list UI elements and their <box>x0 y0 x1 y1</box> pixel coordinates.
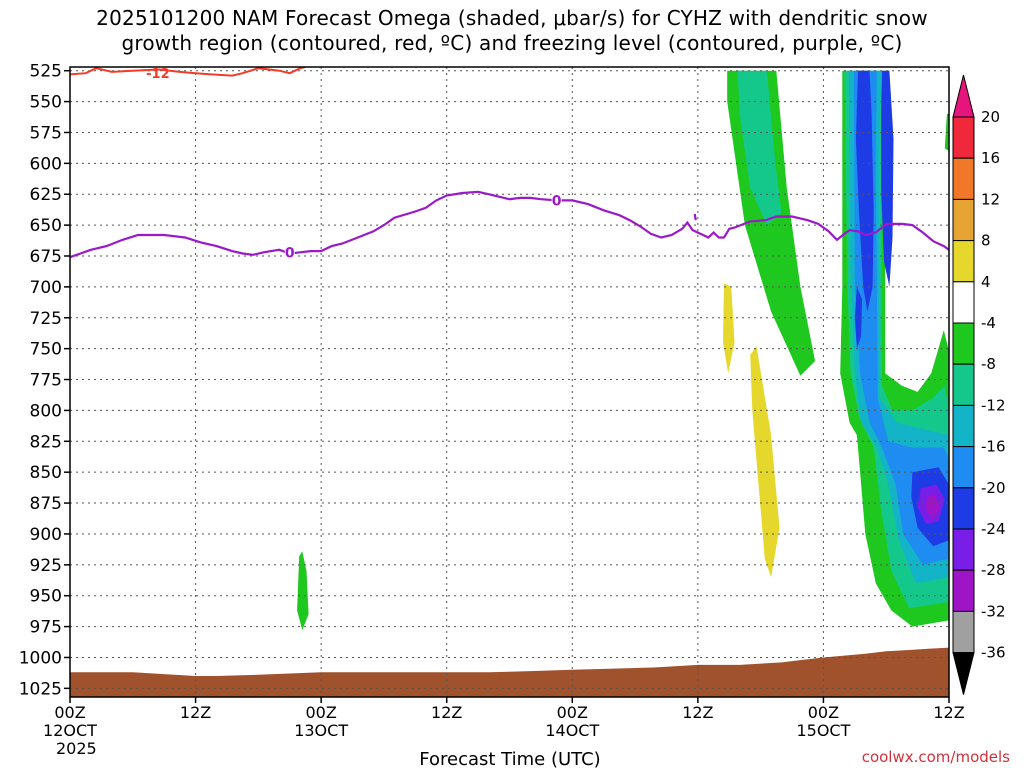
y-tick-label-1000: 1000 <box>19 648 62 668</box>
x-tick-date-48: 14OCT <box>545 721 599 740</box>
x-tick-label-0: 00Z <box>54 703 85 722</box>
y-tick-label-875: 875 <box>30 494 62 514</box>
omega-shading <box>297 70 949 631</box>
colorbar-band-6 <box>952 363 975 406</box>
credit-text: coolwx.com/models <box>862 748 1010 766</box>
omega-region-4 <box>297 551 309 631</box>
x-tick-label-60: 12Z <box>682 703 713 722</box>
y-tick-label-600: 600 <box>30 154 62 174</box>
x-axis-label: Forecast Time (UTC) <box>419 749 600 768</box>
x-tick-label-12: 12Z <box>180 703 211 722</box>
dgz-contour-label: -12 <box>146 67 170 82</box>
terrain-fill <box>70 647 949 697</box>
colorbar-band-10 <box>952 528 975 571</box>
x-tick-date-72: 15OCT <box>796 721 850 740</box>
colorbar-band-11 <box>952 569 975 612</box>
colorbar-band-7 <box>952 404 975 448</box>
contours: -12 0 0 <box>70 67 949 261</box>
y-tick-label-850: 850 <box>30 463 62 483</box>
freezing-level-label-1: 0 <box>552 193 562 209</box>
freezing-label-bg-0 <box>284 244 295 260</box>
omega-region-11 <box>881 70 894 287</box>
y-tick-label-625: 625 <box>30 185 62 205</box>
y-tick-label-725: 725 <box>30 309 62 329</box>
y-tick-label-925: 925 <box>30 556 62 576</box>
y-tick-label-975: 975 <box>30 618 62 638</box>
colorbar-band-1 <box>952 157 975 200</box>
colorbar-label-13: -36 <box>981 644 1006 662</box>
y-tick-label-650: 650 <box>30 216 62 236</box>
gridlines <box>70 67 949 697</box>
x-tick-label-24: 00Z <box>305 703 336 722</box>
y-tick-label-1025: 1025 <box>19 679 62 699</box>
y-tick-label-950: 950 <box>30 587 62 607</box>
colorbar-label-0: 20 <box>981 108 1000 126</box>
omega-region-1 <box>737 70 782 226</box>
y-tick-label-800: 800 <box>30 401 62 421</box>
x-tick-date-0: 12OCT <box>43 721 97 740</box>
x-tick-label-84: 12Z <box>933 703 964 722</box>
freezing-label-bg-1 <box>551 192 562 208</box>
plot-frame <box>69 66 950 698</box>
colorbar-label-9: -20 <box>981 479 1006 497</box>
colorbar-label-8: -16 <box>981 438 1006 456</box>
colorbar-label-1: 16 <box>981 149 1000 167</box>
omega-region-15 <box>926 494 940 520</box>
y-tick-label-775: 775 <box>30 371 62 391</box>
chart-title-line-1: 2025101200 NAM Forecast Omega (shaded, μ… <box>96 6 928 30</box>
x-tick-date-24: 13OCT <box>294 721 348 740</box>
y-tick-label-700: 700 <box>30 278 62 298</box>
colorbar-band-12 <box>952 610 975 654</box>
colorbar-band-2 <box>952 198 975 242</box>
y-tick-label-525: 525 <box>30 62 62 82</box>
colorbar-label-11: -28 <box>981 561 1006 579</box>
y-axis-ticks: 525 550 575 600 625 650 675 700 725 750 775 800 825 8… <box>19 62 70 699</box>
colorbar-label-12: -32 <box>981 602 1006 620</box>
x-tick-label-48: 00Z <box>557 703 588 722</box>
omega-region-10 <box>855 70 874 312</box>
x-tick-year-0: 2025 <box>56 739 97 758</box>
colorbar-label-4: 4 <box>981 273 991 291</box>
colorbar-label-5: -4 <box>981 314 996 332</box>
colorbar-band-9 <box>952 487 975 530</box>
y-tick-label-825: 825 <box>30 432 62 452</box>
freezing-level-line <box>70 190 949 259</box>
freezing-level-label-0: 0 <box>285 245 295 261</box>
colorbar-band-8 <box>952 446 975 489</box>
omega-region-3 <box>750 346 780 578</box>
colorbar-band-3 <box>952 240 975 283</box>
x-tick-label-36: 12Z <box>431 703 462 722</box>
terrain <box>70 647 949 697</box>
dgz-contour-line <box>70 67 306 77</box>
x-tick-label-72: 00Z <box>808 703 839 722</box>
colorbar-label-7: -12 <box>981 396 1006 414</box>
colorbar-band-4 <box>952 281 975 324</box>
colorbar-label-3: 8 <box>981 232 991 250</box>
colorbar: 20 16 12 8 4 -4 -8 -12 -16 -20 -24 -28 -32 -36 <box>952 74 1006 695</box>
y-tick-label-550: 550 <box>30 93 62 113</box>
colorbar-top-cap <box>952 74 975 118</box>
colorbar-band-0 <box>952 116 975 159</box>
colorbar-label-10: -24 <box>981 520 1006 538</box>
y-tick-label-750: 750 <box>30 340 62 360</box>
freezing-level-fragment <box>693 213 697 221</box>
colorbar-band-5 <box>952 322 975 365</box>
omega-region-2 <box>723 283 735 374</box>
y-tick-label-900: 900 <box>30 525 62 545</box>
plot-area <box>70 67 949 697</box>
y-tick-label-575: 575 <box>30 123 62 143</box>
colorbar-label-2: 12 <box>981 190 1000 208</box>
colorbar-bottom-cap <box>952 652 975 695</box>
chart-title-line-2: growth region (contoured, red, ºC) and f… <box>121 31 903 55</box>
omega-region-12 <box>854 286 863 349</box>
chart-title: 2025101200 NAM Forecast Omega (shaded, μ… <box>0 6 1024 56</box>
colorbar-label-6: -8 <box>981 355 996 373</box>
y-tick-label-675: 675 <box>30 247 62 267</box>
